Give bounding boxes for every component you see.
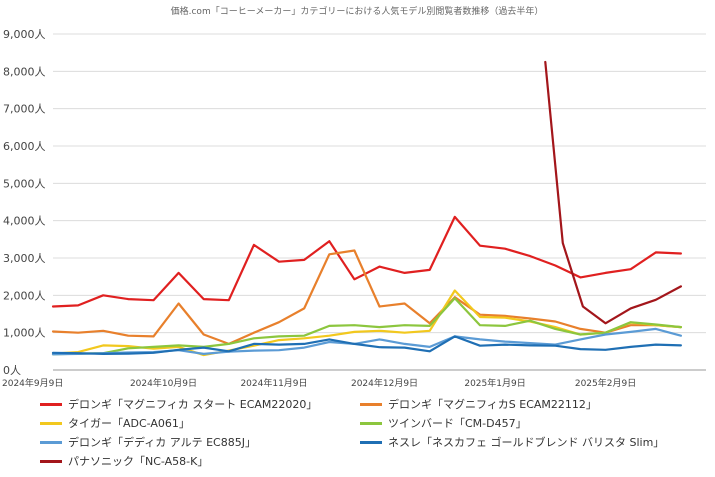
x-tick-label: 2024年11月9日 (240, 377, 307, 389)
legend-item: パナソニック「NC-A58-K」 (40, 453, 360, 469)
x-tick-label: 2025年2月9日 (575, 377, 636, 389)
y-tick-label: 0人 (3, 364, 21, 377)
legend-swatch (360, 440, 382, 444)
series-line-7 (544, 60, 683, 325)
y-tick-label: 1,000人 (3, 327, 46, 340)
chart-title: 価格.com「コーヒーメーカー」カテゴリーにおける人気モデル別閲覧者数推移（過去… (171, 5, 544, 17)
series-line-1 (51, 215, 683, 308)
x-axis: 2024年9月9日 2024年10月9日 2024年11月9日 2024年12月9日 2… (2, 377, 636, 389)
legend-swatch (40, 421, 62, 425)
y-tick-label: 9,000人 (3, 28, 46, 41)
legend-item: ネスレ「ネスカフェ ゴールドブレンド バリスタ Slim」 (360, 434, 680, 450)
legend-swatch (360, 421, 382, 425)
series-line-4 (51, 297, 683, 356)
legend-swatch (40, 440, 62, 444)
series-lines (51, 60, 683, 357)
legend-label: デロンギ「マグニフィカS ECAM22112」 (388, 398, 597, 411)
x-tick-label: 2024年12月9日 (351, 377, 418, 389)
legend-label: ネスレ「ネスカフェ ゴールドブレンド バリスタ Slim」 (388, 436, 665, 449)
legend-label: デロンギ「デディカ アルテ EC885J」 (68, 436, 256, 449)
y-tick-label: 5,000人 (3, 177, 46, 190)
legend-label: ツインバード「CM-D457」 (388, 417, 527, 430)
legend: デロンギ「マグニフィカ スタート ECAM22020」 デロンギ「マグニフィカS … (40, 396, 680, 469)
legend-label: タイガー「ADC-A061」 (68, 417, 190, 430)
legend-swatch (360, 402, 382, 406)
gridlines (53, 33, 706, 371)
x-tick-label: 2024年9月9日 (2, 377, 63, 389)
y-tick-label: 6,000人 (3, 140, 46, 153)
x-tick-label: 2024年10月9日 (130, 377, 197, 389)
legend-item: ツインバード「CM-D457」 (360, 415, 680, 431)
y-tick-label: 8,000人 (3, 65, 46, 78)
legend-item: タイガー「ADC-A061」 (40, 415, 360, 431)
legend-item: デロンギ「マグニフィカ スタート ECAM22020」 (40, 396, 360, 412)
y-tick-label: 3,000人 (3, 252, 46, 265)
legend-item: デロンギ「デディカ アルテ EC885J」 (40, 434, 360, 450)
legend-swatch (40, 402, 62, 406)
legend-swatch (40, 459, 62, 463)
y-tick-label: 2,000人 (3, 289, 46, 302)
series-line-2 (51, 249, 683, 345)
x-tick-label: 2025年1月9日 (464, 377, 525, 389)
series-line-6 (51, 335, 683, 355)
y-axis: 0人 1,000人 2,000人 3,000人 4,000人 5,000人 6,000人 7,… (3, 28, 46, 377)
y-tick-label: 7,000人 (3, 103, 46, 116)
legend-item: デロンギ「マグニフィカS ECAM22112」 (360, 396, 680, 412)
legend-label: デロンギ「マグニフィカ スタート ECAM22020」 (68, 398, 318, 411)
y-tick-label: 4,000人 (3, 215, 46, 228)
legend-label: パナソニック「NC-A58-K」 (68, 455, 209, 468)
